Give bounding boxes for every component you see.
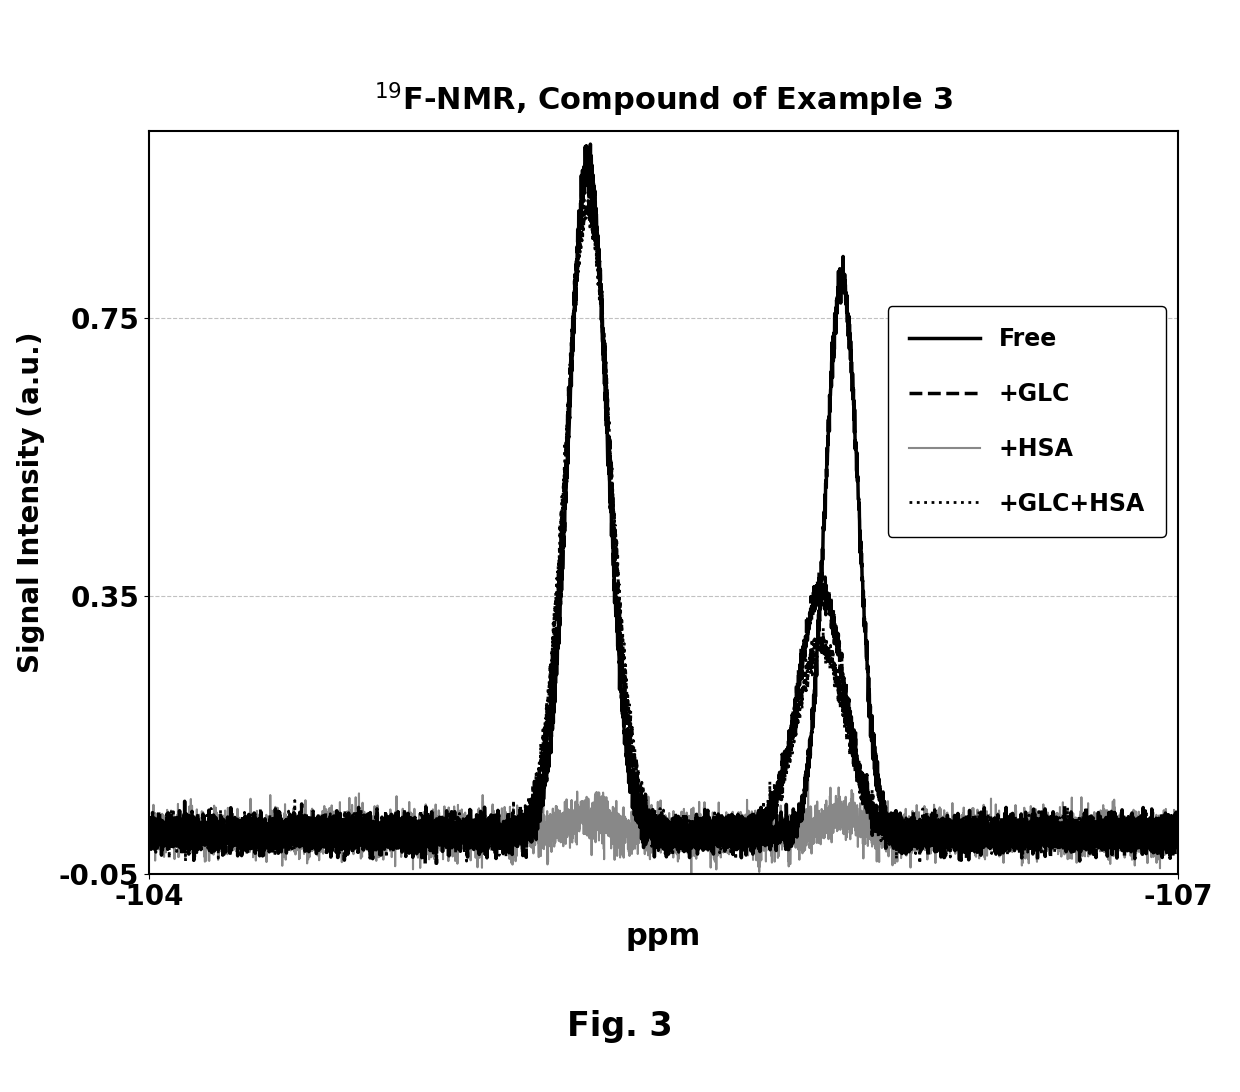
X-axis label: ppm: ppm [626, 923, 701, 951]
Text: Fig. 3: Fig. 3 [567, 1010, 673, 1043]
Title: $^{19}$F-NMR, Compound of Example 3: $^{19}$F-NMR, Compound of Example 3 [373, 81, 954, 119]
Y-axis label: Signal Intensity (a.u.): Signal Intensity (a.u.) [17, 332, 45, 673]
Legend: Free, +GLC, +HSA, +GLC+HSA: Free, +GLC, +HSA, +GLC+HSA [888, 306, 1166, 537]
